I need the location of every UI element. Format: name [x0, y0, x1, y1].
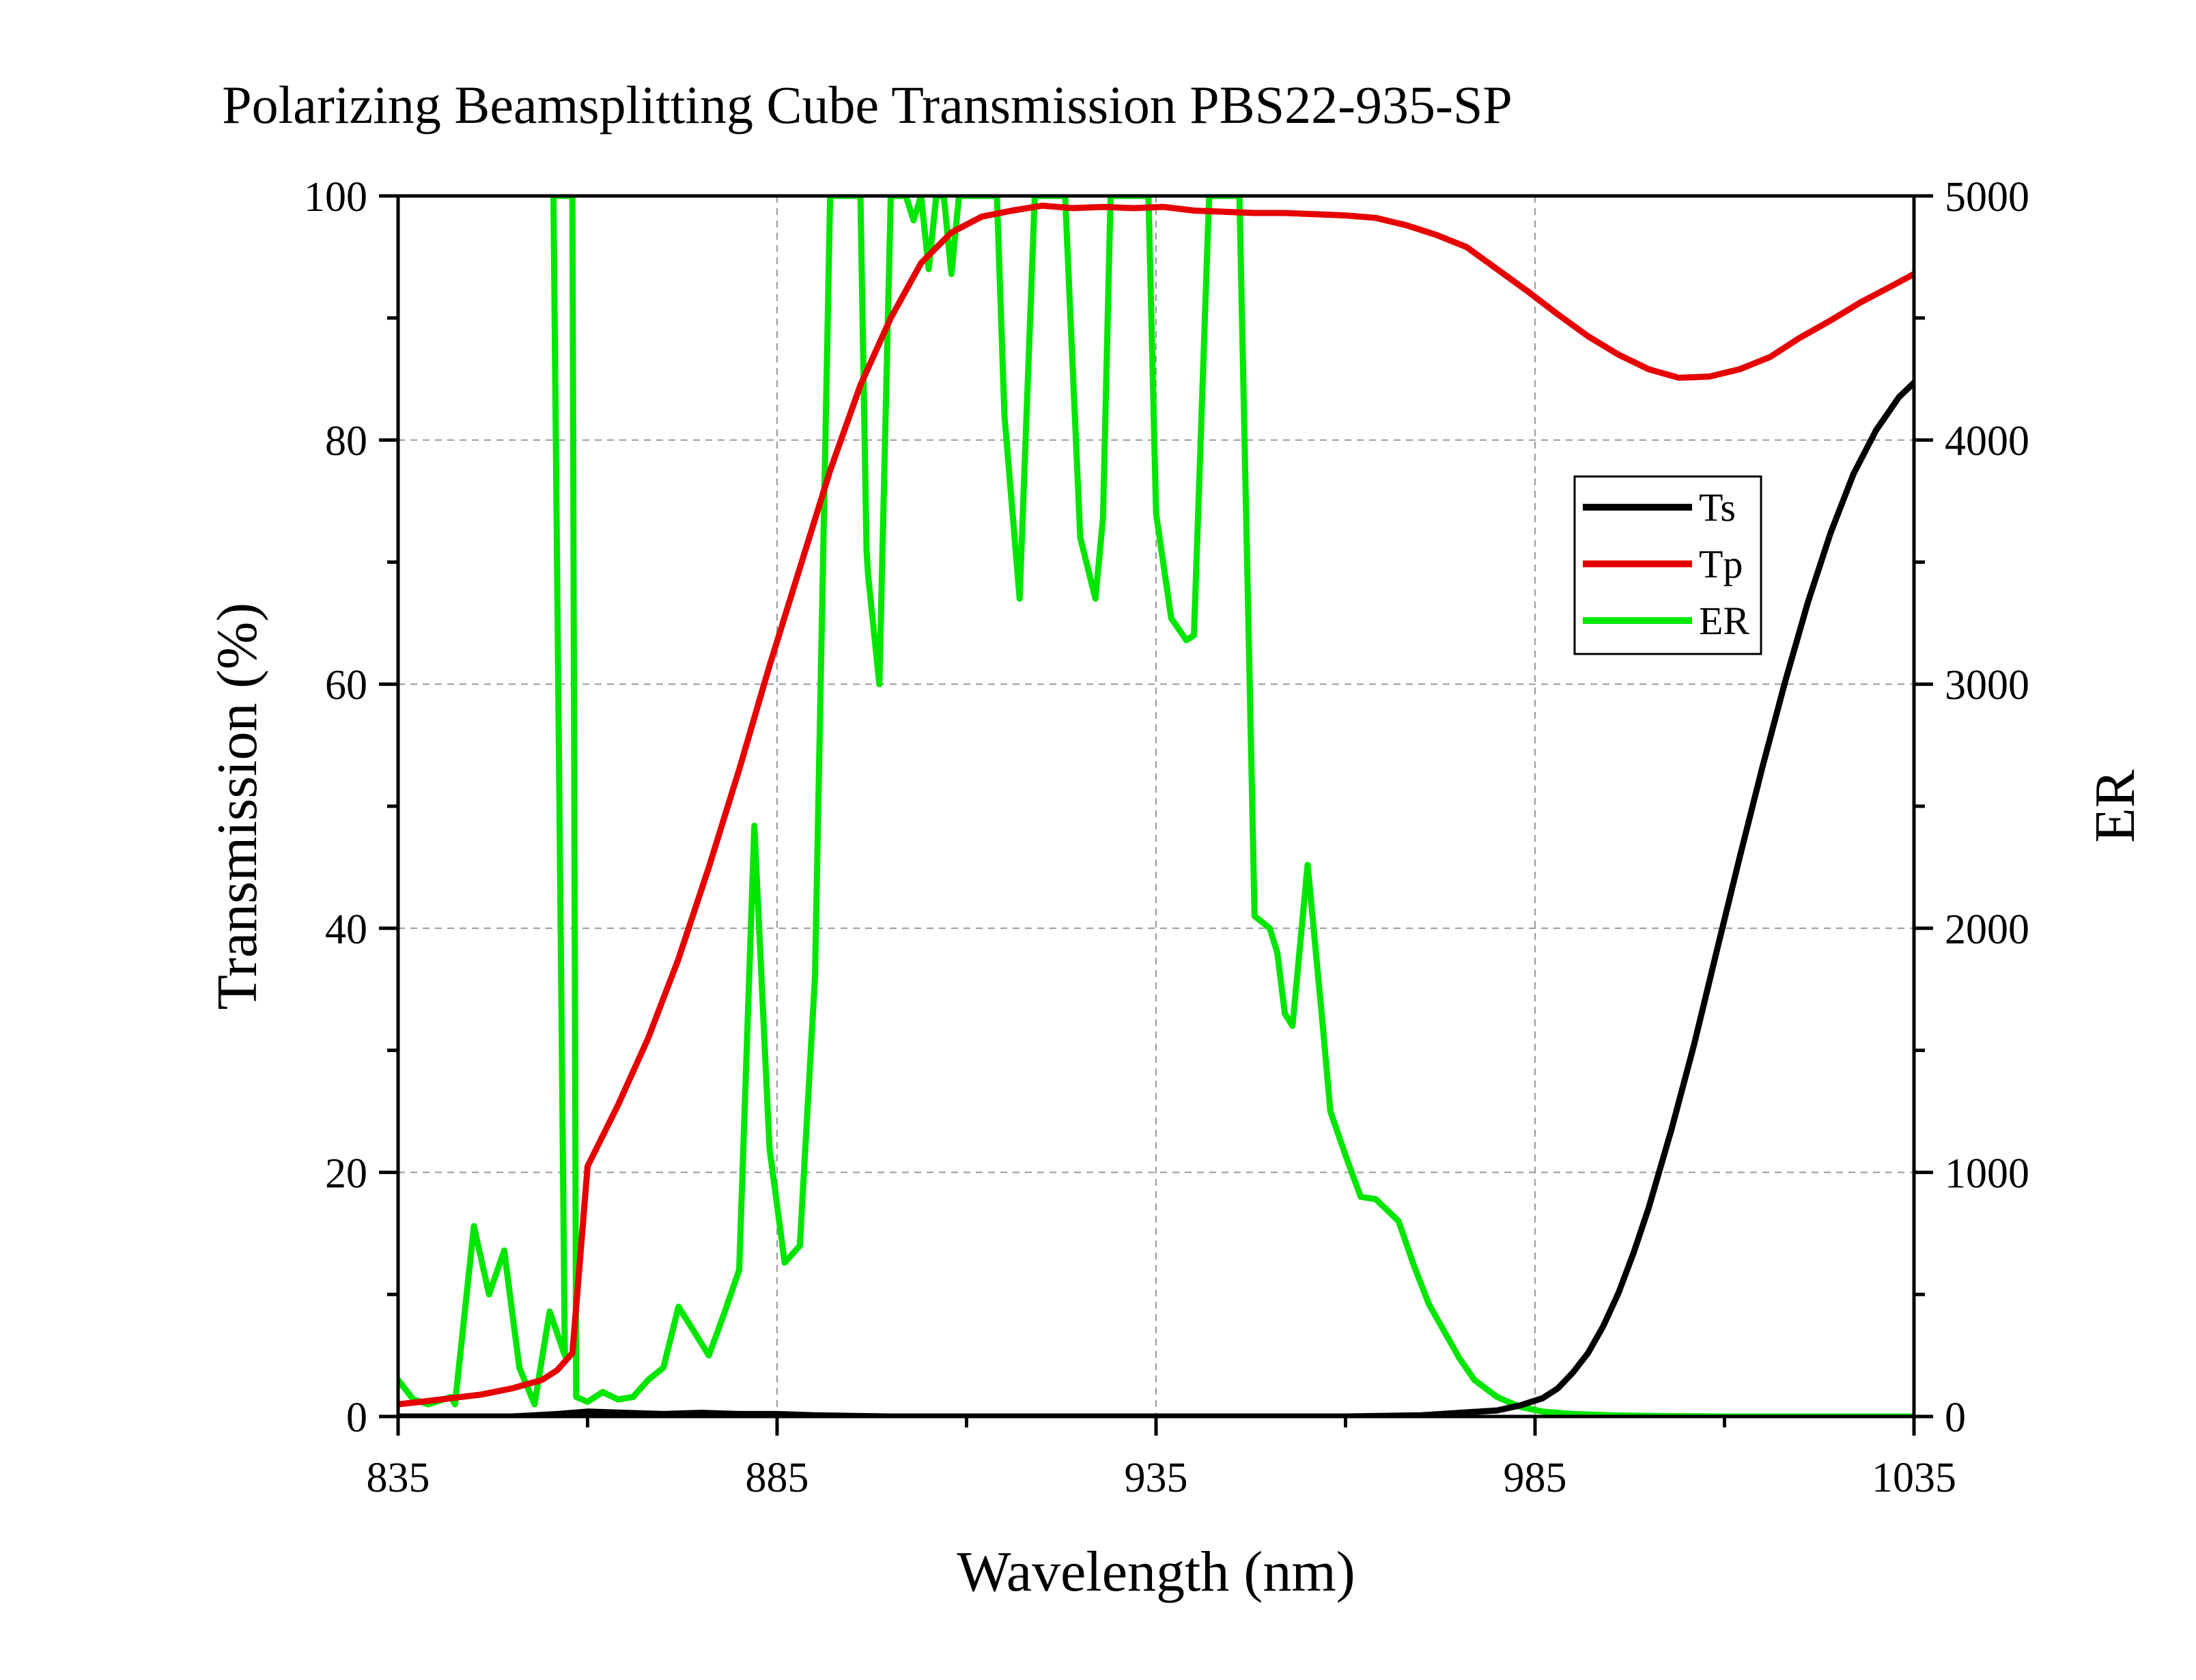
y-tick-label: 60	[325, 662, 367, 709]
y2-tick-label: 1000	[1945, 1150, 2029, 1197]
x-tick-label: 1035	[1872, 1455, 1956, 1501]
y2-tick-label: 0	[1945, 1395, 1966, 1441]
y2-tick-label: 2000	[1945, 907, 2029, 953]
y2-tick-label: 5000	[1945, 174, 2029, 220]
series-line-tp	[398, 202, 1914, 1408]
legend: Ts Tp ER	[1573, 475, 1762, 655]
legend-label-tp: Tp	[1699, 542, 1743, 586]
axis-tick-labels: 835 885 935 985 1035020406080100010002000300…	[304, 174, 2029, 1501]
y2-tick-label: 3000	[1945, 662, 2029, 709]
y-tick-label: 20	[325, 1150, 367, 1197]
y2-axis-title: ER	[2083, 769, 2147, 842]
legend-label-er: ER	[1699, 599, 1749, 643]
x-tick-label: 835	[367, 1455, 430, 1501]
series-line-ts	[398, 380, 1914, 1416]
y-tick-label: 40	[325, 907, 367, 953]
series-line-er	[398, 196, 1914, 1416]
y2-tick-label: 4000	[1945, 418, 2029, 465]
axis-ticks	[379, 194, 1933, 1436]
y-axis-title: Transmission (%)	[206, 603, 269, 1010]
series-layer	[398, 196, 1914, 1416]
x-axis-title: Wavelength (nm)	[957, 1540, 1355, 1604]
chart-title: Polarizing Beamsplitting Cube Transmissi…	[222, 75, 1512, 134]
x-tick-label: 985	[1504, 1455, 1567, 1501]
y-tick-label: 80	[325, 418, 367, 465]
x-tick-label: 885	[746, 1455, 809, 1501]
y-tick-label: 100	[304, 174, 367, 220]
x-tick-label: 935	[1125, 1455, 1188, 1501]
legend-label-ts: Ts	[1699, 485, 1736, 530]
y-tick-label: 0	[346, 1395, 367, 1441]
